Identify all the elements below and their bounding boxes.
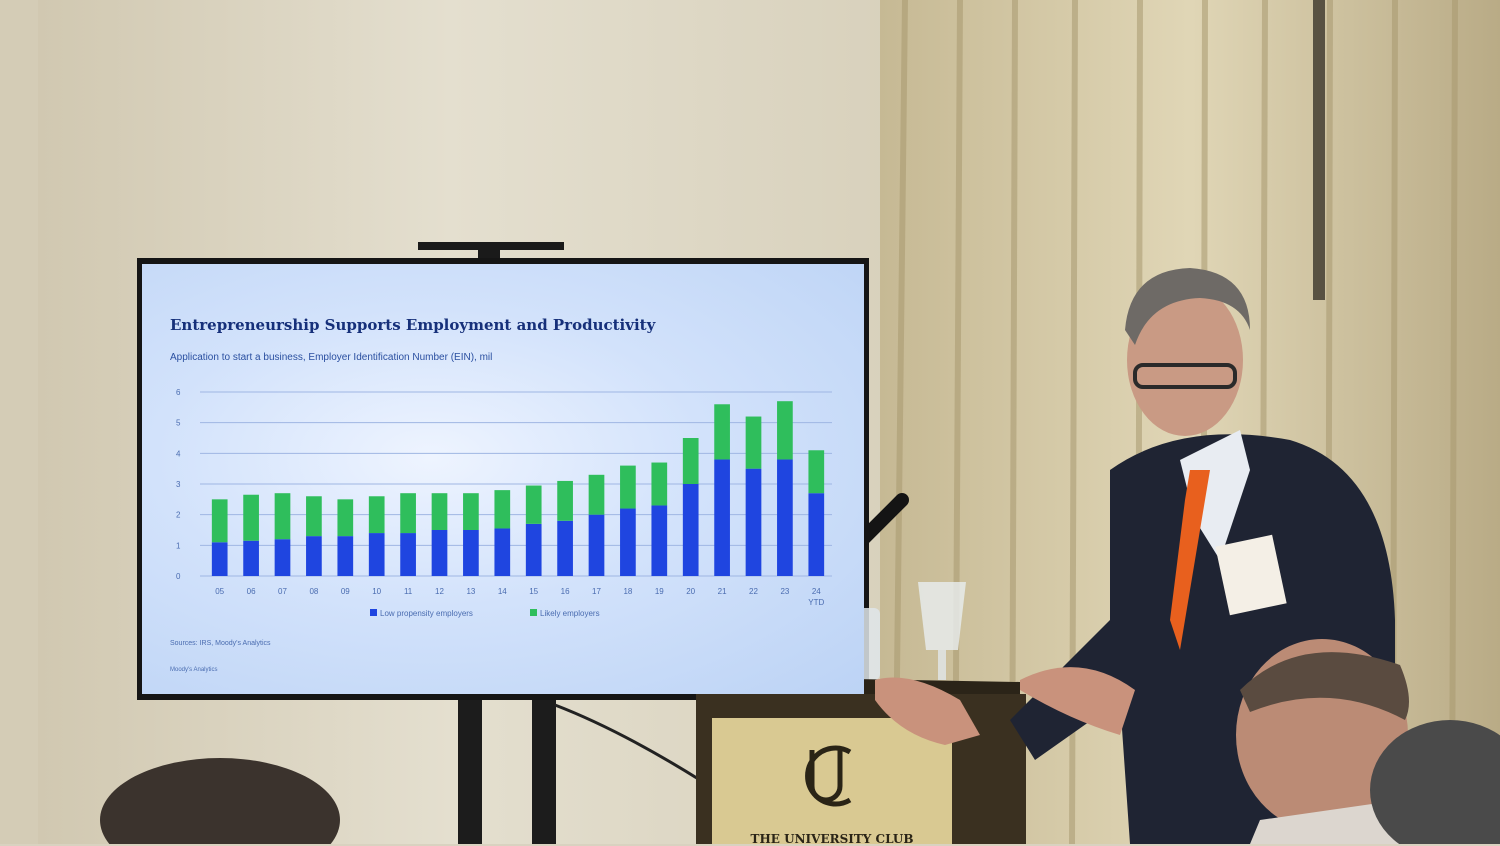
- x-tick-label: 10: [372, 587, 381, 596]
- tv-stand-leg: [532, 690, 556, 844]
- x-tick-label: 07: [278, 587, 287, 596]
- x-tick-label: 06: [247, 587, 256, 596]
- bar-segment: [682, 438, 699, 484]
- bar-segment: [463, 493, 479, 530]
- water-glass: [918, 582, 966, 650]
- slide-subtitle: Application to start a business, Employe…: [170, 352, 493, 363]
- bar-segment: [306, 536, 322, 576]
- bar-segment: [714, 404, 730, 460]
- curtain-rod: [1313, 0, 1325, 300]
- bar-segment: [494, 490, 511, 529]
- bar-segment: [777, 459, 793, 576]
- slide-source: Sources: IRS, Moody's Analytics: [170, 640, 271, 647]
- bar-segment: [337, 499, 354, 537]
- x-tick-label: 23: [780, 587, 789, 596]
- x-tick-label: 16: [561, 587, 570, 596]
- y-tick-label: 4: [176, 449, 181, 458]
- bar-segment: [463, 530, 479, 576]
- bar-segment: [588, 514, 605, 576]
- glass-stem: [938, 650, 946, 680]
- x-tick-label: YTD: [808, 598, 824, 607]
- x-tick-label: 21: [718, 587, 727, 596]
- bar-segment: [211, 542, 228, 576]
- bar-segment: [745, 468, 762, 576]
- slide-title: Entrepreneurship Supports Employment and…: [170, 316, 656, 334]
- tv-screen: 0 1 2 3 4 5 6 05 06 07 08 09 10 11 12 13 14 15 16 17 18 19 20 2…: [142, 264, 864, 694]
- bar-segment: [557, 520, 573, 576]
- x-tick-label: 12: [435, 587, 444, 596]
- x-tick-label: 18: [623, 587, 632, 596]
- y-tick-label: 0: [176, 572, 181, 581]
- legend-swatch: [370, 609, 377, 616]
- bar-segment: [306, 496, 322, 537]
- webcam: [418, 242, 564, 250]
- x-tick-label: 24: [812, 587, 821, 596]
- x-tick-label: 22: [749, 587, 758, 596]
- bar-segment: [431, 493, 448, 530]
- bar-segment: [777, 401, 793, 460]
- tv-stand-leg: [458, 690, 482, 844]
- podium-sign: THE UNIVERSITY CLUB: [750, 832, 914, 846]
- bar-segment: [620, 508, 636, 576]
- x-tick-label: 05: [215, 587, 224, 596]
- cable: [554, 703, 701, 782]
- y-tick-label: 2: [176, 511, 181, 520]
- x-tick-label: 13: [466, 587, 475, 596]
- wall-pillar: [0, 0, 38, 844]
- x-tick-label: 14: [498, 587, 507, 596]
- y-tick-label: 5: [176, 419, 181, 428]
- bar-segment: [431, 530, 448, 576]
- slide-footer: Moody's Analytics: [170, 667, 218, 673]
- bar-segment: [243, 540, 259, 576]
- bar-segment: [620, 465, 636, 509]
- legend-label: Low propensity employers: [380, 609, 473, 618]
- bar-segment: [651, 505, 668, 576]
- legend-label: Likely employers: [540, 609, 600, 618]
- audience-head: [100, 758, 340, 844]
- bar-segment: [337, 536, 354, 576]
- x-tick-label: 09: [341, 587, 350, 596]
- audience-head: [1370, 720, 1500, 844]
- bar-segment: [368, 533, 385, 576]
- bar-segment: [651, 462, 668, 506]
- bar-segment: [274, 539, 291, 576]
- y-tick-label: 3: [176, 480, 181, 489]
- university-club-logo: [805, 745, 852, 807]
- bar-segment: [494, 528, 511, 576]
- bar-segment: [525, 523, 542, 576]
- x-tick-label: 19: [655, 587, 664, 596]
- x-tick-label: 15: [529, 587, 538, 596]
- bar-segment: [400, 533, 416, 576]
- bar-segment: [588, 474, 605, 515]
- webcam-mount: [478, 248, 500, 260]
- podium-panel: [712, 718, 952, 844]
- bar-segment: [745, 416, 762, 469]
- x-tick-label: 08: [309, 587, 318, 596]
- bar-segment: [400, 493, 416, 534]
- bar-segment: [808, 450, 825, 494]
- bar-segment: [682, 484, 699, 576]
- x-tick-label: 17: [592, 587, 601, 596]
- bar-segment: [211, 499, 228, 543]
- y-tick-label: 6: [176, 388, 181, 397]
- x-tick-label: 20: [686, 587, 695, 596]
- x-tick-label: 11: [404, 587, 413, 596]
- bar-segment: [808, 493, 825, 576]
- bar-segment: [557, 480, 573, 521]
- bar-segment: [525, 485, 542, 524]
- bar-segment: [714, 459, 730, 576]
- bar-segment: [243, 494, 259, 541]
- legend-swatch: [530, 609, 537, 616]
- y-tick-label: 1: [176, 541, 181, 550]
- bar-segment: [274, 493, 291, 540]
- bar-segment: [368, 496, 385, 534]
